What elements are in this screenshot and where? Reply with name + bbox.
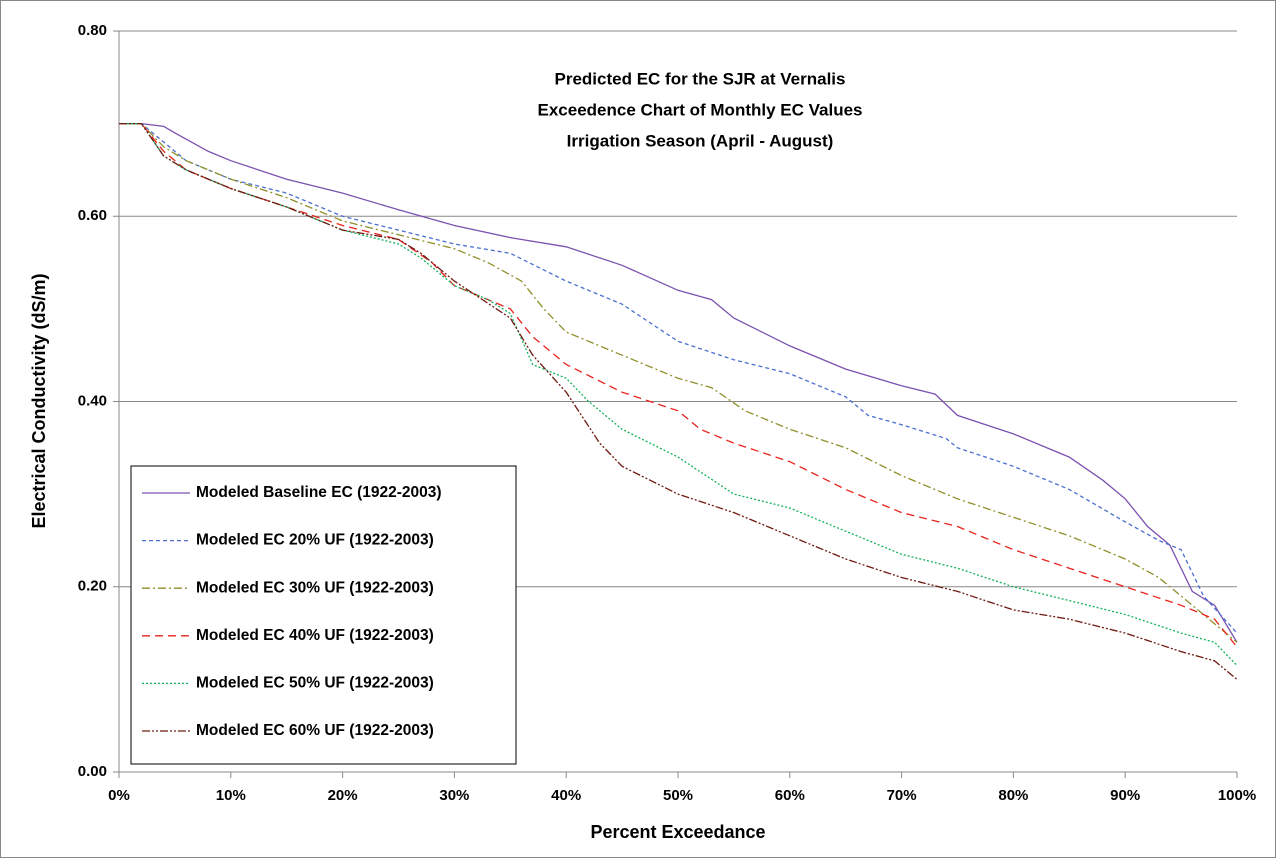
x-tick-label: 90% [1110, 787, 1140, 804]
x-tick-label: 80% [998, 787, 1028, 804]
x-tick-label: 20% [328, 787, 358, 804]
x-axis-label: Percent Exceedance [590, 822, 765, 842]
chart-title: Exceedence Chart of Monthly EC Values [538, 100, 863, 119]
x-tick-label: 100% [1218, 787, 1256, 804]
chart-title: Predicted EC for the SJR at Vernalis [555, 69, 846, 88]
legend-box [130, 465, 517, 765]
series-line [119, 122, 1238, 680]
legend-label: Modeled EC 60% UF (1922-2003) [196, 722, 434, 739]
legend-label: Modeled EC 20% UF (1922-2003) [196, 532, 434, 549]
series-line [119, 122, 1238, 648]
x-tick-label: 50% [663, 787, 693, 804]
x-tick-label: 30% [439, 787, 469, 804]
y-tick-label: 0.40 [78, 392, 107, 409]
x-tick-label: 40% [551, 787, 581, 804]
legend-label: Modeled EC 50% UF (1922-2003) [196, 674, 434, 691]
x-tick-label: 0% [108, 787, 130, 804]
y-tick-label: 0.60 [78, 207, 107, 224]
legend-label: Modeled Baseline EC (1922-2003) [196, 484, 442, 501]
legend-label: Modeled EC 40% UF (1922-2003) [196, 627, 434, 644]
y-tick-label: 0.00 [78, 763, 107, 780]
y-tick-label: 0.80 [78, 22, 107, 39]
y-axis-label: Electrical Conductivity (dS/m) [29, 273, 49, 528]
series-line [119, 122, 1238, 643]
x-tick-label: 70% [887, 787, 917, 804]
legend-label: Modeled EC 30% UF (1922-2003) [196, 579, 434, 596]
x-tick-label: 60% [775, 787, 805, 804]
x-tick-label: 10% [216, 787, 246, 804]
chart-title: Irrigation Season (April - August) [567, 131, 834, 150]
series-line [119, 122, 1238, 643]
y-tick-label: 0.20 [78, 578, 107, 595]
series-line [119, 122, 1238, 634]
